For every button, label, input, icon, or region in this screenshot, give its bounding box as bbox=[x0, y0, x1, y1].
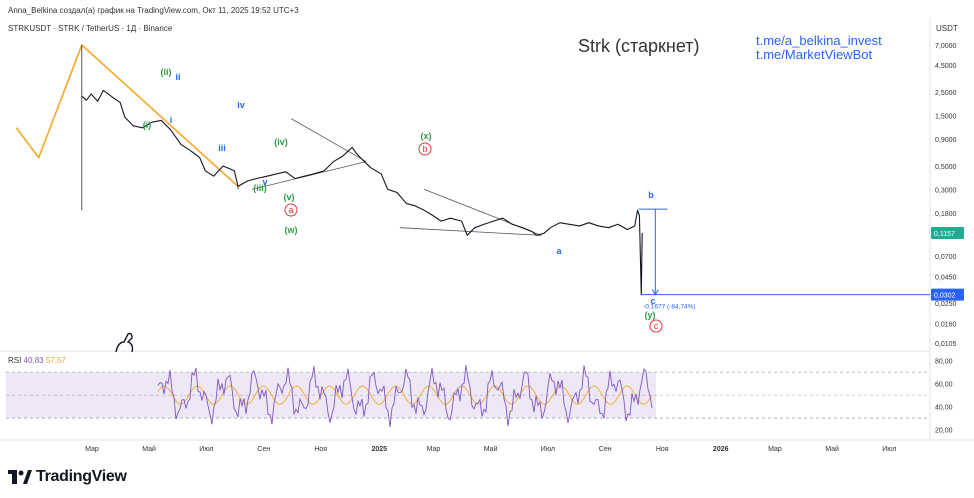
wave-label-circle bbox=[284, 203, 298, 217]
wave-label: iii bbox=[218, 143, 226, 153]
time-axis-tick: Сен bbox=[599, 446, 612, 453]
price-axis-tick: 0,1800 bbox=[935, 211, 957, 218]
rsi-axis-tick: 20,00 bbox=[935, 428, 953, 435]
price-axis-tick: 7,0000 bbox=[935, 43, 957, 50]
rsi-ma-line bbox=[157, 385, 653, 405]
wave-label: (ii) bbox=[161, 67, 172, 77]
doodle-icon bbox=[115, 332, 134, 353]
time-axis-tick: Мар bbox=[427, 446, 441, 453]
price-axis-tick: 0,9000 bbox=[935, 137, 957, 144]
wave-label: (w) bbox=[285, 225, 298, 235]
wave-label: (i) bbox=[143, 120, 152, 130]
time-axis-tick: Май bbox=[484, 445, 498, 453]
rsi-axis-tick: 60,00 bbox=[935, 382, 953, 389]
wave-label: c bbox=[650, 296, 655, 306]
rsi-value: 40,83 bbox=[23, 356, 44, 365]
tradingview-logo-icon bbox=[8, 470, 32, 484]
tradingview-logo[interactable]: TradingView bbox=[8, 468, 127, 486]
wave-label: (x) bbox=[421, 131, 432, 141]
price-pane bbox=[0, 18, 930, 351]
current-price-label: 0,1157 bbox=[934, 231, 955, 238]
wave-label: iv bbox=[237, 100, 245, 110]
wave-label-circle bbox=[649, 319, 663, 333]
currency-label: USDT bbox=[936, 24, 958, 33]
measure-label: -0,1677 (-84,74%) bbox=[643, 304, 695, 311]
symbol-info[interactable]: STRKUSDT · STRK / TetherUS · 1Д · Binanc… bbox=[8, 24, 173, 33]
price-axis-tick: 0,0450 bbox=[935, 274, 957, 281]
time-axis-tick: Июл bbox=[541, 446, 555, 453]
rsi-name: RSI bbox=[8, 356, 22, 365]
time-axis-tick: Май bbox=[825, 445, 839, 453]
wave-label-circle bbox=[418, 142, 432, 156]
time-axis-tick: Июл bbox=[882, 446, 896, 453]
wave-label: (y) bbox=[645, 310, 656, 320]
wave-label: v bbox=[262, 177, 267, 187]
tradingview-logo-text: TradingView bbox=[36, 468, 127, 485]
wave-label: a bbox=[288, 205, 293, 215]
price-axis-tick: 0,5000 bbox=[935, 164, 957, 171]
chart-attribution: Anna_Belkina создал(а) график на Trading… bbox=[8, 6, 299, 15]
rsi-axis-tick: 80,00 bbox=[935, 359, 953, 366]
time-axis-tick: 2025 bbox=[371, 446, 387, 453]
price-axis-tick: 0,0105 bbox=[935, 341, 957, 348]
rsi-ma-value: 57,57 bbox=[45, 356, 66, 365]
current-price-badge bbox=[931, 227, 964, 240]
time-axis-tick: 2026 bbox=[713, 446, 729, 453]
time-axis-tick: Июл bbox=[199, 446, 213, 453]
measure-arrow-head bbox=[651, 289, 659, 296]
wave-label: (iv) bbox=[274, 137, 288, 147]
time-axis-tick: Мар bbox=[768, 446, 782, 453]
price-axis-tick: 0,0700 bbox=[935, 254, 957, 261]
time-axis-tick: Ноя bbox=[314, 446, 327, 453]
price-axis-tick: 0,0250 bbox=[935, 301, 957, 308]
price-series-line bbox=[81, 89, 643, 296]
wave-label: c bbox=[654, 321, 659, 331]
price-axis-tick: 0,0160 bbox=[935, 322, 957, 329]
telegram-link-invest[interactable]: t.me/a_belkina_invest bbox=[756, 33, 882, 48]
wave-label: b bbox=[422, 144, 427, 154]
time-axis-tick: Ноя bbox=[656, 446, 669, 453]
wave-label: ii bbox=[175, 72, 180, 82]
price-axis-tick: 1,5000 bbox=[935, 114, 957, 121]
wave-label: (v) bbox=[284, 192, 295, 202]
target-price-badge bbox=[931, 288, 964, 301]
wave-label: a bbox=[556, 246, 562, 256]
telegram-link-bot[interactable]: t.me/MarketViewBot bbox=[756, 47, 873, 62]
time-axis-tick: Сен bbox=[257, 446, 270, 453]
target-price-label: 0,0302 bbox=[934, 293, 956, 300]
wave-label: b bbox=[648, 190, 654, 200]
time-axis-tick: Мар bbox=[85, 446, 99, 453]
rsi-legend[interactable]: RSI 40,83 57,57 bbox=[8, 356, 66, 365]
price-axis-tick: 2,5000 bbox=[935, 90, 957, 97]
wave-label: i bbox=[170, 115, 173, 125]
trendline bbox=[291, 118, 367, 162]
chart-title: Strk (старкнет) bbox=[578, 36, 700, 56]
price-axis-tick: 0,3000 bbox=[935, 187, 957, 194]
time-axis-tick: Май bbox=[142, 445, 156, 453]
rsi-line bbox=[157, 365, 653, 428]
rsi-axis-tick: 40,00 bbox=[935, 405, 953, 412]
projection-line bbox=[15, 43, 239, 187]
price-axis-tick: 4,5000 bbox=[935, 63, 957, 70]
wave-label: (iii) bbox=[253, 183, 267, 193]
